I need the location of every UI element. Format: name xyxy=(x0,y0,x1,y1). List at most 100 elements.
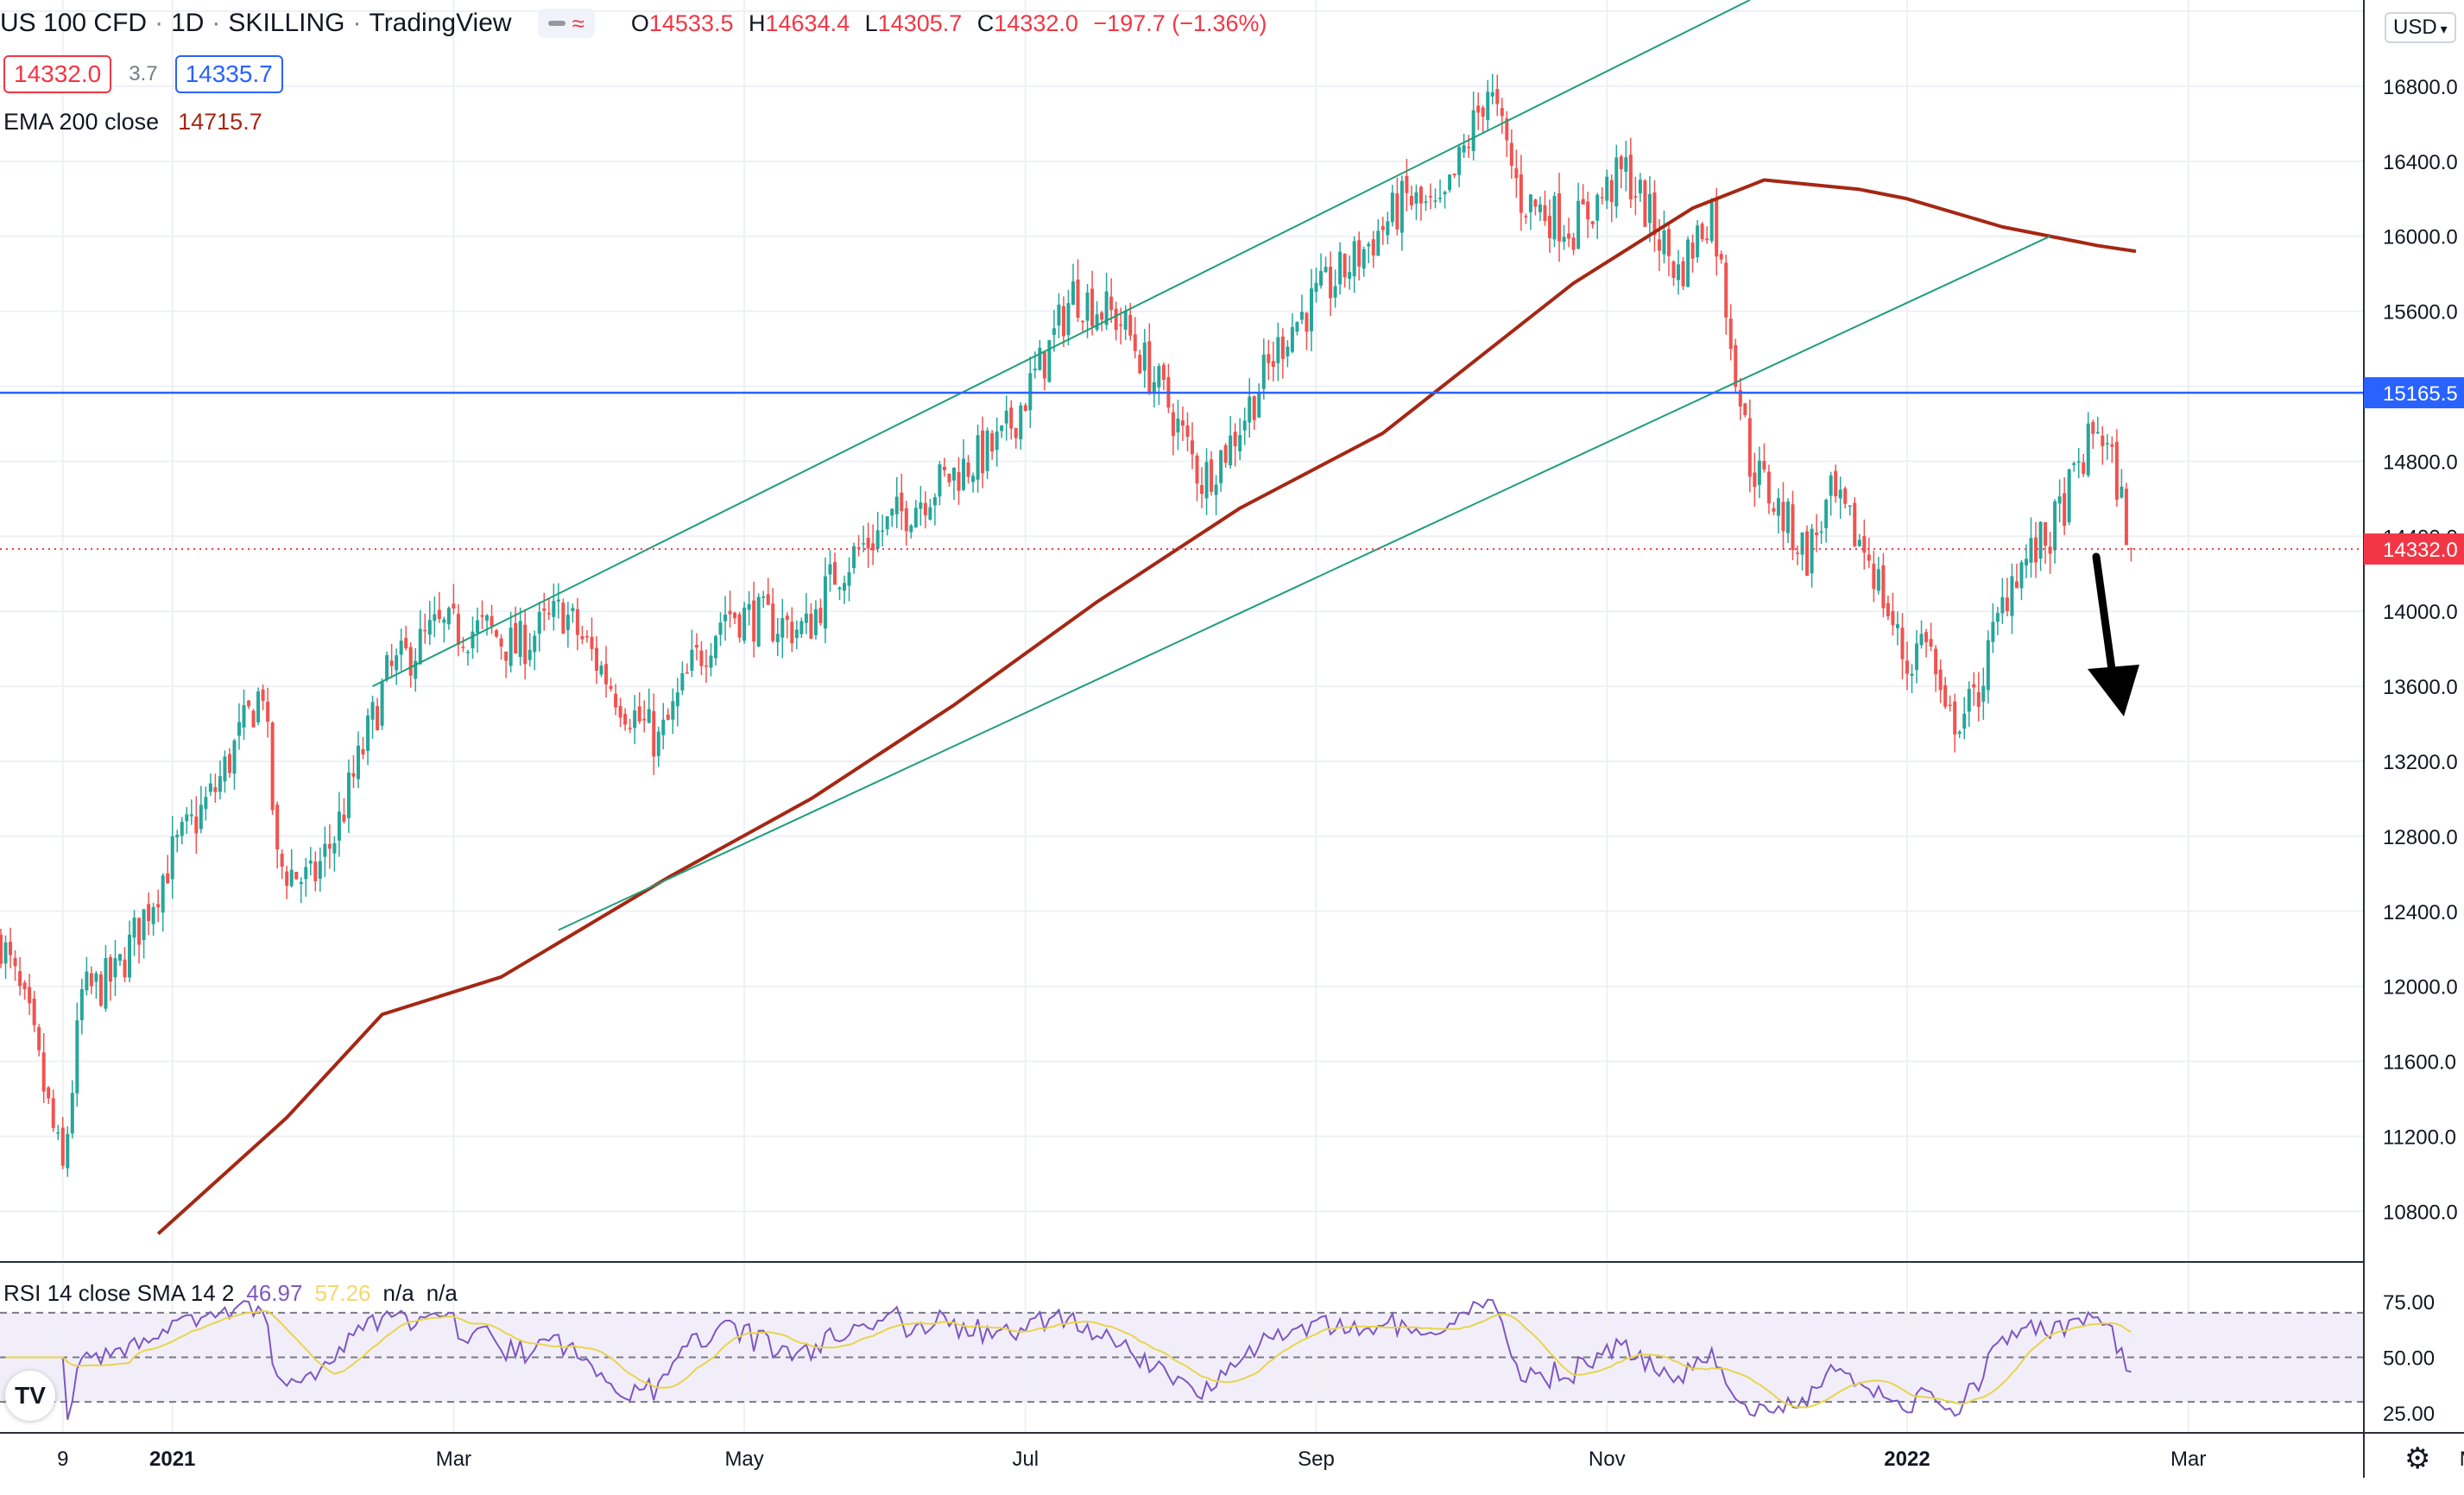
ask-price-button[interactable]: 14335.7 xyxy=(174,55,283,93)
candle xyxy=(942,457,946,477)
candle xyxy=(1791,490,1795,560)
candle xyxy=(204,786,208,821)
candle xyxy=(1734,338,1738,393)
candle xyxy=(1505,110,1509,157)
candle-body xyxy=(1014,427,1018,438)
candle-body xyxy=(1638,180,1642,194)
candle xyxy=(1772,501,1776,516)
candle-body xyxy=(0,934,3,964)
candle-body xyxy=(1191,440,1194,455)
candle xyxy=(1429,183,1432,210)
candle xyxy=(1343,253,1347,288)
candle-body xyxy=(771,603,775,641)
candle-body xyxy=(108,956,112,982)
candle-body xyxy=(556,599,560,602)
candle-body xyxy=(565,615,570,630)
candle-body xyxy=(533,635,537,653)
candle-body xyxy=(923,502,927,515)
candle-body xyxy=(1438,198,1443,199)
candle-body xyxy=(147,904,151,922)
horizontal-line-price-tag xyxy=(2364,377,2464,409)
candle xyxy=(685,663,689,674)
candle-body xyxy=(285,871,289,886)
candle-body xyxy=(1705,238,1709,241)
ema-legend[interactable]: EMA 200 close 14715.7 xyxy=(3,109,262,136)
candle-body xyxy=(1238,434,1242,451)
candle-body xyxy=(1943,684,1948,707)
candle xyxy=(1486,79,1490,131)
candle-body xyxy=(446,608,451,625)
candle xyxy=(747,590,751,626)
candle-body xyxy=(1924,632,1929,643)
candle xyxy=(332,836,337,872)
candle xyxy=(194,796,199,855)
candle xyxy=(213,773,218,804)
candle-body xyxy=(1095,314,1099,330)
candle xyxy=(1600,186,1604,205)
candle-body xyxy=(227,754,231,773)
candle-body xyxy=(509,628,513,666)
candle xyxy=(132,910,136,956)
candle xyxy=(218,760,222,800)
candle-body xyxy=(1696,225,1700,258)
candle-body xyxy=(1891,610,1895,626)
candle-body xyxy=(690,649,694,672)
candle xyxy=(1414,184,1418,220)
candle xyxy=(237,703,241,750)
candle-body xyxy=(1409,195,1413,205)
candle xyxy=(41,1032,46,1103)
candle-body xyxy=(223,756,227,782)
rsi-legend[interactable]: RSI 14 close SMA 14 2 46.97 57.26 n/a n/… xyxy=(3,1280,470,1307)
candle-body xyxy=(1533,199,1538,207)
candle xyxy=(490,604,494,634)
candle xyxy=(981,416,985,489)
candle xyxy=(1133,317,1137,359)
candle xyxy=(1638,173,1642,202)
arrow-shaft xyxy=(2092,552,2118,686)
candle-body xyxy=(1210,459,1214,492)
bid-price-button[interactable]: 14332.0 xyxy=(3,55,112,93)
candle xyxy=(837,586,842,601)
candle xyxy=(1686,236,1690,287)
interval-label[interactable]: 1D xyxy=(171,9,205,37)
candle-body xyxy=(2095,432,2100,434)
candle-body xyxy=(1590,221,1595,224)
time-tick-label: Nov xyxy=(1589,1448,1626,1471)
candle-body xyxy=(1543,205,1547,222)
candle xyxy=(147,892,151,936)
candle-body xyxy=(737,614,742,638)
candle-body xyxy=(1257,393,1261,418)
gear-icon[interactable]: ⚙ xyxy=(2404,1442,2431,1475)
candle xyxy=(504,651,509,678)
candle xyxy=(1395,177,1399,236)
candle xyxy=(1248,378,1252,438)
candle xyxy=(1605,169,1609,210)
candle xyxy=(1538,196,1542,222)
candle-body xyxy=(752,600,756,642)
candle xyxy=(1204,448,1209,515)
candle-body xyxy=(1033,369,1037,371)
candle-body xyxy=(1219,450,1223,483)
candle xyxy=(376,697,380,731)
candle-body xyxy=(1500,108,1504,117)
symbol-name[interactable]: US 100 CFD xyxy=(0,9,148,37)
market-status-pill[interactable]: ≈ xyxy=(537,9,595,38)
candle-body xyxy=(1314,282,1318,293)
currency-selector[interactable]: USD ▾ xyxy=(2385,12,2456,43)
candle xyxy=(728,590,732,628)
candle-body xyxy=(357,745,360,779)
candle-body xyxy=(232,740,237,774)
chart-title: US 100 CFD · 1D · SKILLING · TradingView… xyxy=(0,9,1267,38)
candle-body xyxy=(843,583,847,591)
candle-body xyxy=(123,959,127,978)
candle-body xyxy=(132,918,136,938)
candle xyxy=(1709,198,1714,243)
candle-body xyxy=(971,476,976,483)
candle xyxy=(1057,293,1061,338)
candle xyxy=(1424,194,1428,211)
candle-body xyxy=(680,672,685,691)
candle xyxy=(1624,141,1628,192)
candle xyxy=(1929,622,1933,652)
tradingview-logo-icon[interactable]: TV xyxy=(5,1371,55,1421)
